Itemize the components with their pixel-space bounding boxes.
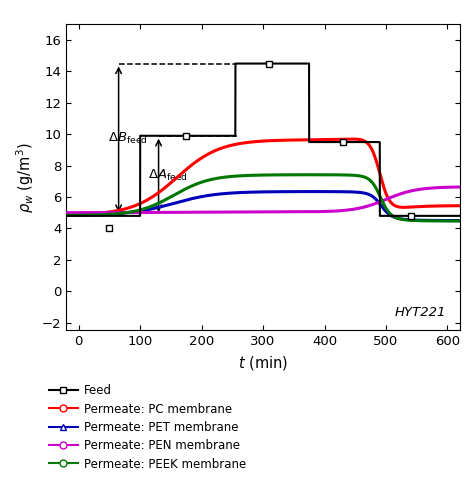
Text: $\Delta B_{\mathrm{feed}}$: $\Delta B_{\mathrm{feed}}$ [108,131,148,146]
X-axis label: $t$ (min): $t$ (min) [238,354,288,372]
Legend: Feed, Permeate: PC membrane, Permeate: PET membrane, Permeate: PEN membrane, Per: Feed, Permeate: PC membrane, Permeate: P… [44,380,251,475]
Text: $\Delta A_{\mathrm{feed}}$: $\Delta A_{\mathrm{feed}}$ [147,168,187,183]
Text: HYT221: HYT221 [395,307,446,319]
Y-axis label: $\rho_w$ (g/m$^3$): $\rho_w$ (g/m$^3$) [15,142,36,212]
